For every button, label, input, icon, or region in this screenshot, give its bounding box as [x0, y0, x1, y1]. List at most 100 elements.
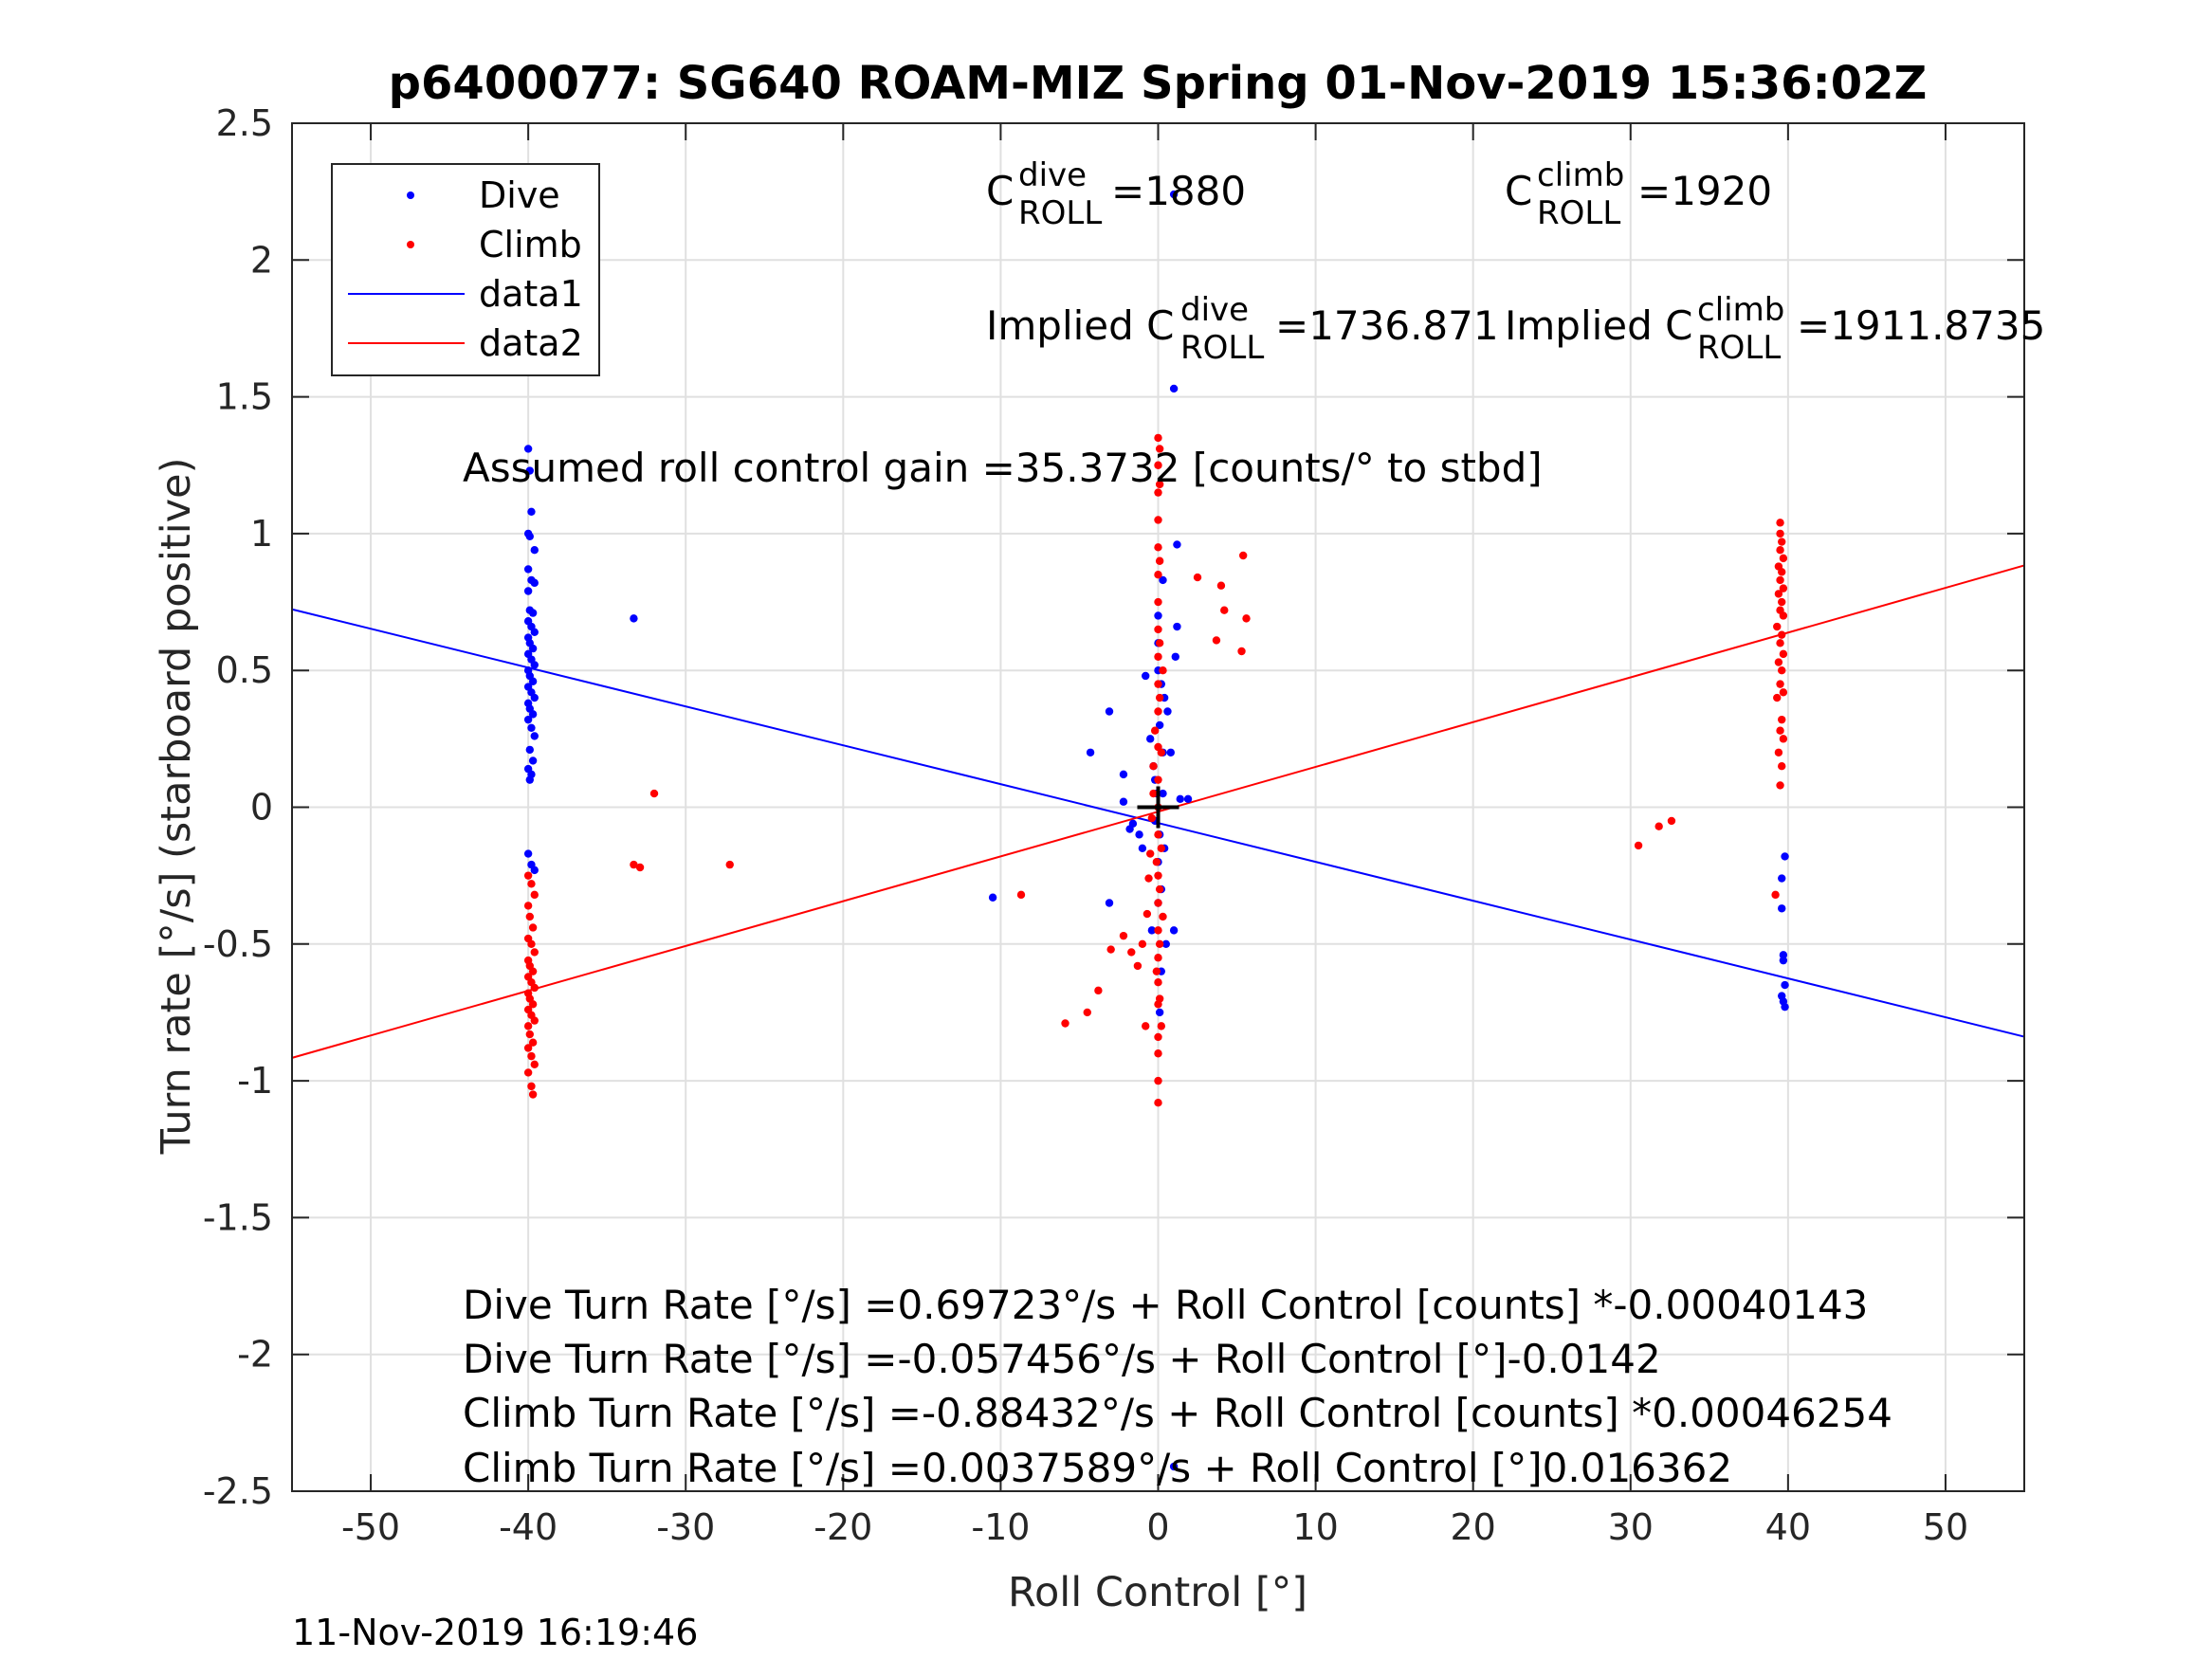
x-tick-label: 10 [1292, 1506, 1338, 1548]
x-tick-label: -40 [499, 1506, 558, 1548]
c-roll-dive-sub: ROLL [1018, 194, 1102, 232]
dive-point [1169, 384, 1179, 393]
climb-point [1154, 978, 1162, 987]
dive-degrees-equation: Dive Turn Rate [°/s] =-0.057456°/s + Rol… [463, 1336, 1661, 1382]
dive-point [530, 661, 539, 669]
climb-point [1776, 529, 1784, 538]
climb-point [530, 948, 539, 957]
dive-point [1119, 797, 1128, 806]
c-roll-climb-value: =1920 [1637, 168, 1772, 214]
climb-point [1154, 461, 1162, 469]
climb-point [1155, 556, 1164, 565]
implied-dive-value: =1736.871 [1275, 302, 1499, 349]
climb-point [1216, 581, 1226, 590]
dive-point [1138, 844, 1147, 852]
climb-point [1774, 590, 1783, 598]
climb-point [1149, 762, 1158, 771]
climb-point [1154, 570, 1162, 579]
climb-degrees-equation: Climb Turn Rate [°/s] =0.0037589°/s + Ro… [463, 1445, 1732, 1491]
implied-climb-sub: ROLL [1697, 329, 1781, 367]
climb-point [1127, 948, 1136, 957]
generated-timestamp: 11-Nov-2019 16:19:46 [292, 1612, 698, 1653]
climb-point [1634, 841, 1643, 850]
dive-point [1147, 926, 1157, 935]
climb-point [1149, 789, 1158, 798]
climb-point [1776, 726, 1784, 735]
dive-point [1778, 904, 1786, 913]
implied-climb-value: =1911.8735 [1797, 302, 2045, 349]
climb-point [528, 1000, 538, 1009]
dive-point [525, 745, 534, 755]
dive-point [528, 644, 538, 653]
climb-point [1773, 693, 1782, 702]
climb-point [1154, 871, 1162, 880]
climb-point [1778, 715, 1786, 724]
legend-data1-label: data1 [479, 273, 583, 315]
climb-point [527, 1082, 536, 1091]
legend-climb-marker [407, 241, 414, 248]
dive-point [1779, 956, 1788, 965]
dive-point [530, 578, 539, 588]
climb-point [1778, 630, 1786, 639]
climb-point [1155, 480, 1164, 489]
climb-point [1157, 1022, 1166, 1030]
tick-labels: -50 -40 -30 -20 -10 0 10 20 30 40 50 2.5 2 1.5 1 0.5 0 -0… [203, 102, 1968, 1548]
climb-point [1779, 554, 1788, 563]
climb-counts-equation: Climb Turn Rate [°/s] =-0.88432°/s + Rol… [463, 1390, 1892, 1436]
climb-point [1779, 649, 1788, 659]
climb-point [1152, 858, 1161, 866]
climb-point [1157, 844, 1166, 852]
climb-point [1154, 488, 1162, 497]
x-tick-label: -20 [814, 1506, 872, 1548]
x-tick-label: -30 [656, 1506, 715, 1548]
climb-point [1154, 1098, 1162, 1107]
c-roll-dive-annotation: C dive ROLL =1880 [986, 156, 1246, 232]
climb-point [1778, 538, 1786, 546]
y-tick-label: 0.5 [216, 649, 273, 691]
climb-point [1150, 726, 1160, 735]
dive-point [525, 466, 534, 475]
legend-box [331, 163, 600, 376]
c-roll-climb-sup: climb [1537, 156, 1624, 194]
dive-point [1183, 794, 1193, 804]
dive-point [1176, 794, 1184, 804]
climb-point [1154, 775, 1162, 784]
dive-point [1159, 575, 1167, 585]
climb-point [1154, 543, 1162, 552]
climb-point [528, 923, 538, 932]
y-tick-label: -1 [237, 1060, 273, 1102]
climb-point [1154, 516, 1162, 524]
climb-point [1773, 622, 1782, 631]
climb-point [1776, 781, 1784, 790]
climb-point [1237, 647, 1246, 656]
climb-point [649, 789, 659, 798]
dive-point [1161, 939, 1171, 948]
implied-dive-sup: dive [1180, 291, 1249, 329]
climb-point [1778, 597, 1786, 607]
climb-point [530, 1060, 539, 1068]
climb-point [530, 1016, 539, 1025]
dive-point [525, 532, 534, 540]
climb-point [523, 1044, 533, 1052]
dive-point [1105, 707, 1114, 716]
y-tick-label: -2 [237, 1334, 273, 1376]
dive-point [530, 546, 539, 555]
dive-point [1159, 789, 1167, 798]
climb-point [1774, 748, 1783, 757]
climb-point [1776, 639, 1784, 647]
dive-point [523, 715, 533, 724]
c-roll-climb-sub: ROLL [1537, 194, 1620, 232]
c-roll-dive-sup: dive [1018, 156, 1087, 194]
climb-point [1143, 909, 1152, 919]
climb-point [528, 967, 538, 975]
climb-point [1145, 849, 1155, 858]
legend-data2-label: data2 [479, 322, 583, 364]
climb-point [1159, 912, 1167, 921]
dive-point [523, 849, 533, 858]
climb-point [530, 983, 539, 993]
climb-point [1154, 899, 1162, 907]
dive-point [1173, 622, 1181, 631]
c-roll-climb-annotation: C climb ROLL =1920 [1505, 156, 1772, 232]
climb-point [527, 939, 536, 948]
dive-point [1119, 770, 1128, 779]
